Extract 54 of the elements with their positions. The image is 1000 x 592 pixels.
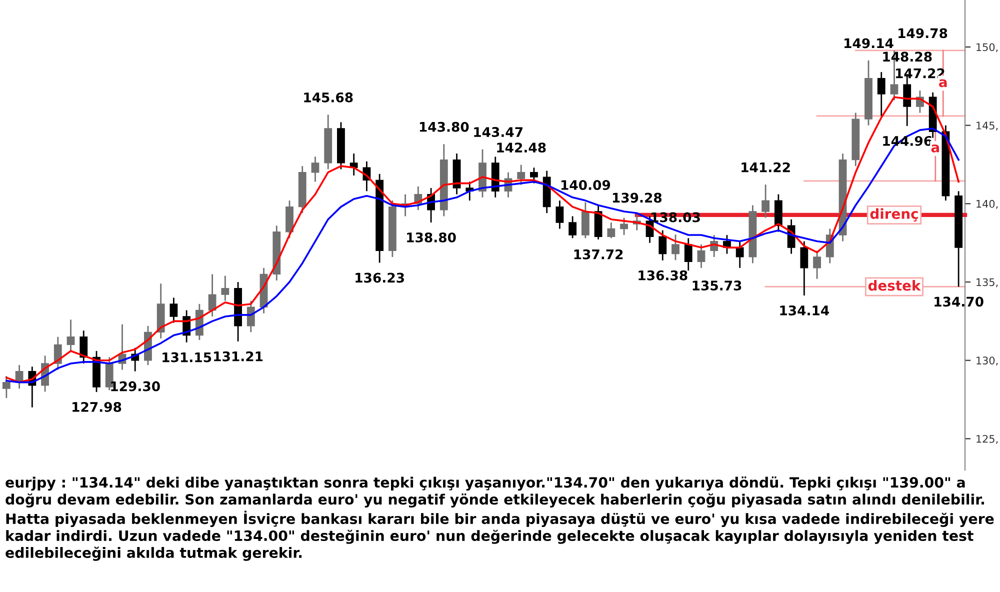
candlestick: [762, 184, 770, 218]
annotation: 139.28: [612, 192, 662, 203]
text: eurjpy : "134.14" deki dibe yanaştıktan sonra tepki çıkışı yaşanıyor."134.70" den yukarıya döndü. Tepki çıkışı "139.00" a doğru devam edebilir. Son zamanlarda euro' yu negatif yönde etkileyecek haberlerin çoğu piyasada satın alındı denilebilir. Hatta piyasada beklenmeyen İsviçre bankası kararı bile bir anda piyasaya düştü ve euro' yu kısa vadede indirebileceği yere kadar indirdi. Uzun vadede "134.00" desteğinin euro' nun değerinde gelecekte oluşacak kayıplar dolayısıyla yeniden test edilebileceğini akılda tutmak gerekir.: [6, 476, 994, 561]
candlestick: [736, 240, 744, 269]
annotation: 143.47: [474, 127, 522, 138]
annotation: 137.72: [574, 249, 623, 260]
annotation: 131.21: [214, 351, 263, 362]
candlestick: [80, 330, 88, 364]
candlestick: [607, 222, 616, 239]
candlestick: [517, 164, 526, 186]
annotation: 134.70: [934, 296, 984, 307]
annotation: 136.23: [356, 272, 404, 283]
annotation: 149.78: [898, 28, 948, 38]
annotation: 134.14: [780, 305, 830, 316]
annotation: 149.14: [844, 38, 894, 48]
candlestick: [568, 216, 577, 239]
y-tick-label: 135,: [976, 278, 998, 288]
annotation: a: [939, 79, 947, 88]
candlestick: [556, 200, 564, 230]
annotation: 136.38: [638, 270, 688, 280]
candlestick: [800, 240, 808, 296]
y-tick-label: 140,: [976, 200, 998, 209]
candlestick: [658, 230, 667, 262]
ref-line-label: direnç: [870, 208, 918, 222]
annotation: a: [931, 144, 939, 152]
ref-line-label: destek: [868, 280, 921, 291]
annotation: 143.80: [420, 122, 469, 132]
candlestick: [221, 275, 230, 302]
candlestick: [530, 166, 538, 184]
annotation: 140.09: [561, 180, 610, 190]
annotation: 135.73: [692, 280, 742, 291]
candlestick: [66, 318, 75, 352]
y-tick-label: 130,: [976, 356, 998, 366]
candlestick: [2, 375, 10, 399]
candlestick: [620, 217, 628, 236]
annotation: 129.30: [111, 381, 160, 392]
candlestick: [877, 71, 886, 117]
candlestick: [813, 250, 821, 280]
annotation: 142.48: [497, 142, 546, 153]
candlestick: [170, 297, 178, 324]
candlestick: [684, 237, 692, 272]
annotation: 145.68: [304, 92, 353, 102]
annotation: 127.98: [72, 402, 122, 412]
y-tick-label: 125,: [976, 434, 998, 444]
candlestick: [581, 202, 590, 239]
candlestick: [697, 244, 706, 269]
y-tick-label: 145,: [976, 122, 998, 131]
candlestick: [311, 156, 320, 182]
candlestick: [54, 336, 62, 370]
annotation: 141.22: [742, 162, 790, 172]
annotation: 138.80: [407, 232, 456, 242]
annotation: 131.15: [162, 352, 212, 362]
y-tick-label: 150,: [976, 43, 998, 52]
candlestick: [672, 234, 680, 261]
